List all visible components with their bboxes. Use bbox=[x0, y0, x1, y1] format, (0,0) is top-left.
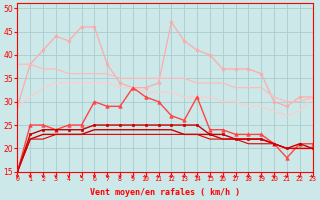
X-axis label: Vent moyen/en rafales ( km/h ): Vent moyen/en rafales ( km/h ) bbox=[90, 188, 240, 197]
